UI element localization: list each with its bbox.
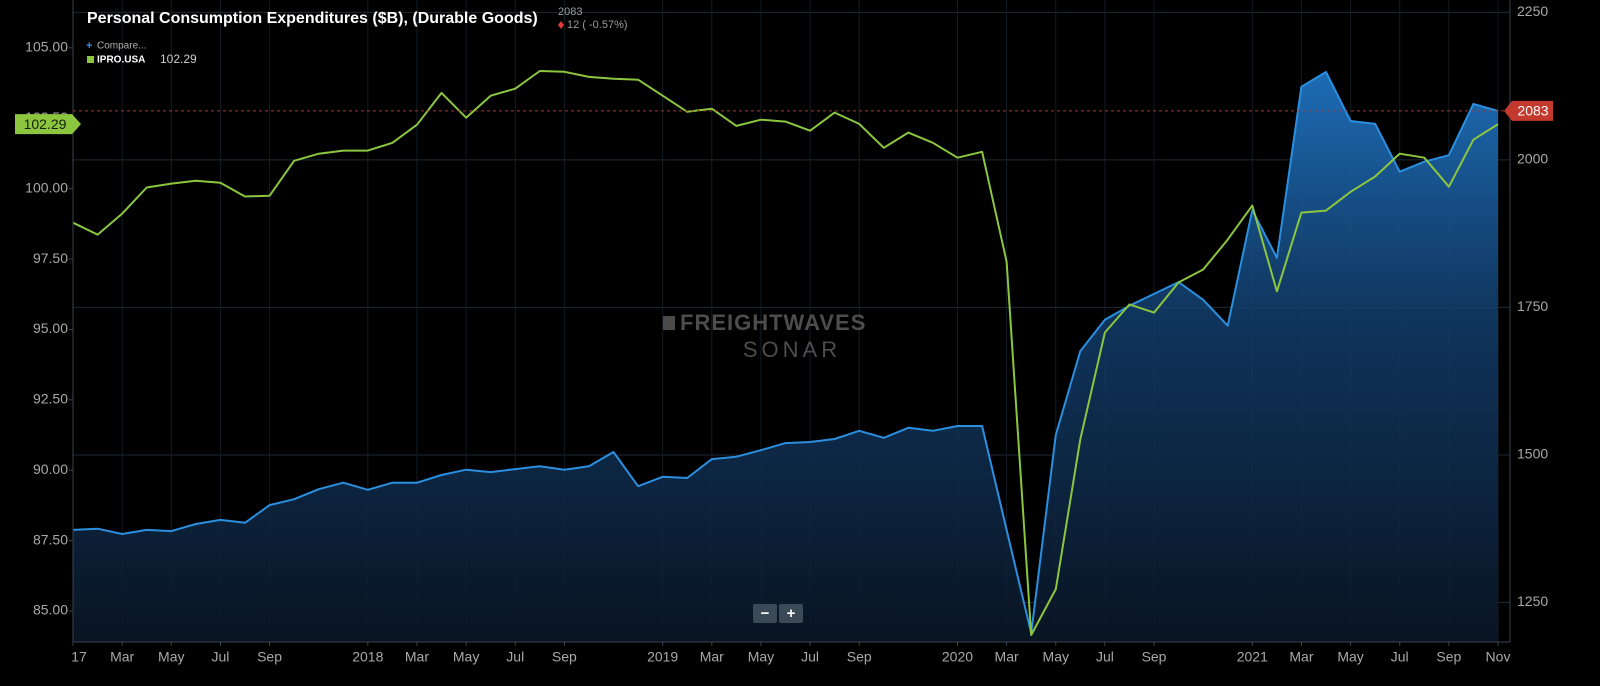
last-value-label: 102.29 xyxy=(24,116,67,132)
x-tick-label: May xyxy=(1337,649,1363,665)
zoom-controls: − + xyxy=(753,604,803,623)
watermark: FREIGHTWAVES SONAR xyxy=(663,310,866,362)
legend-label: IPRO.USA xyxy=(97,55,145,66)
x-tick-label: Mar xyxy=(110,649,134,665)
series-area xyxy=(73,72,1498,642)
last-value-label: 2083 xyxy=(1517,103,1548,119)
last-value-badge xyxy=(15,114,81,135)
x-tick-label: Mar xyxy=(405,649,429,665)
x-tick-label: May xyxy=(453,649,479,665)
x-tick-label: Sep xyxy=(552,649,577,665)
watermark-text: FREIGHTWAVES xyxy=(680,310,866,335)
legend-swatch xyxy=(87,56,94,63)
x-tick-label: Jul xyxy=(211,649,229,665)
change-icon xyxy=(558,21,564,29)
series-line xyxy=(72,71,1499,635)
chart-title: Personal Consumption Expenditures ($B), … xyxy=(87,10,538,27)
zoom-out-label[interactable]: − xyxy=(761,605,770,622)
last-value-badge xyxy=(1504,100,1553,121)
x-tick-label: 2020 xyxy=(942,649,973,665)
x-tick-label: Jul xyxy=(801,649,819,665)
x-tick-label: 17 xyxy=(71,649,87,665)
x-tick-label: Jul xyxy=(1096,649,1114,665)
x-tick-label: Sep xyxy=(257,649,282,665)
line-layer xyxy=(72,70,1510,636)
x-tick-label: 2021 xyxy=(1237,649,1268,665)
x-tick-label: 2019 xyxy=(647,649,678,665)
watermark-logo xyxy=(663,316,675,330)
legend-compare[interactable]: Compare... xyxy=(97,41,146,52)
y2-tick-label: 1750 xyxy=(1517,298,1548,314)
x-tick-label: Nov xyxy=(1486,649,1511,665)
x-tick-label: May xyxy=(158,649,184,665)
x-tick-label: Sep xyxy=(1142,649,1167,665)
x-tick-label: Mar xyxy=(700,649,724,665)
y-tick-label: 85.00 xyxy=(33,602,68,618)
series-line xyxy=(72,70,1499,636)
watermark-text: SONAR xyxy=(743,337,841,362)
x-tick-label: Jul xyxy=(506,649,524,665)
legend-plus[interactable]: + xyxy=(86,40,92,52)
y-tick-label: 95.00 xyxy=(33,320,68,336)
x-tick-label: Sep xyxy=(847,649,872,665)
label-layer: 1250 1500 1750 2000 2250 85.00 87.50 90.00 92.50… xyxy=(15,3,1553,665)
x-tick-label: Sep xyxy=(1436,649,1461,665)
legend-value: 102.29 xyxy=(160,52,197,66)
x-tick-label: May xyxy=(748,649,774,665)
zoom-in-button[interactable] xyxy=(779,604,803,623)
zoom-out-button[interactable] xyxy=(753,604,777,623)
y-tick-label: 97.50 xyxy=(33,250,68,266)
x-tick-label: May xyxy=(1043,649,1069,665)
y-tick-label: 92.50 xyxy=(33,391,68,407)
y-tick-label: 105.00 xyxy=(25,39,68,55)
x-tick-label: Mar xyxy=(1289,649,1313,665)
y2-tick-label: 2250 xyxy=(1517,3,1548,19)
y2-tick-label: 1500 xyxy=(1517,446,1548,462)
y-tick-label: 87.50 xyxy=(33,531,68,547)
change-label: 12 ( -0.57%) xyxy=(567,19,628,31)
zoom-in-label[interactable]: + xyxy=(787,605,796,622)
x-tick-label: Jul xyxy=(1391,649,1409,665)
x-tick-label: Mar xyxy=(995,649,1019,665)
y-tick-label: 90.00 xyxy=(33,461,68,477)
y2-tick-label: 1250 xyxy=(1517,593,1548,609)
area-layer xyxy=(73,72,1498,642)
y-tick-label: 100.00 xyxy=(25,179,68,195)
x-tick-label: 2018 xyxy=(352,649,383,665)
y2-tick-label: 2000 xyxy=(1517,151,1548,167)
latest-value: 2083 xyxy=(558,6,582,18)
